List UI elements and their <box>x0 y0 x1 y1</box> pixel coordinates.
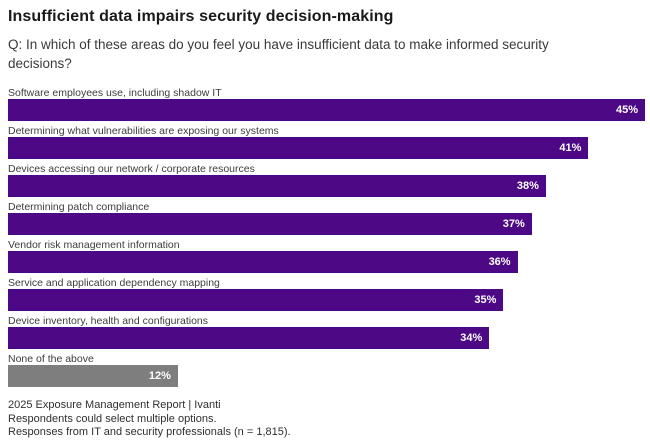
bar-value-label: 38% <box>516 180 539 192</box>
bar-category-label: Vendor risk management information <box>8 239 180 251</box>
bar-value-label: 34% <box>460 332 483 344</box>
bar: 41% <box>8 137 589 159</box>
chart-footer: 2025 Exposure Management Report | Ivanti… <box>8 399 644 440</box>
bar: 34% <box>8 327 490 349</box>
bar-category-label: Determining what vulnerabilities are exp… <box>8 125 279 137</box>
chart-row: Device inventory, health and configurati… <box>8 316 645 349</box>
footer-note-multiple-options: Respondents could select multiple option… <box>8 412 217 425</box>
bar-category-label: Device inventory, health and configurati… <box>8 315 209 327</box>
bar-value-label: 41% <box>559 142 582 154</box>
bar-category-label: Devices accessing our network / corporat… <box>8 163 255 175</box>
footer-note-sample-size: Responses from IT and security professio… <box>8 426 291 438</box>
bar: 38% <box>8 175 546 197</box>
bar-value-label: 12% <box>148 370 171 382</box>
bar-category-label: Determining patch compliance <box>8 201 150 213</box>
bar: 35% <box>8 289 504 311</box>
bar-value-label: 36% <box>488 256 511 268</box>
chart-row: Determining patch compliance 37% <box>8 202 645 235</box>
bar: 36% <box>8 251 518 273</box>
bar: 37% <box>8 213 532 235</box>
chart-question: Q: In which of these areas do you feel y… <box>8 37 549 71</box>
bar-value-label: 35% <box>474 294 497 306</box>
horizontal-bar-chart: Software employees use, including shadow… <box>8 88 645 387</box>
bar-value-label: 45% <box>615 104 638 116</box>
chart-row: Devices accessing our network / corporat… <box>8 164 645 197</box>
chart-row: Vendor risk management information 36% <box>8 240 645 273</box>
chart-row: None of the above 12% <box>8 354 645 387</box>
bar-category-label: Software employees use, including shadow… <box>8 87 222 99</box>
chart-title: Insufficient data impairs security decis… <box>8 8 394 25</box>
footer-source-line: 2025 Exposure Management Report | Ivanti <box>8 399 221 411</box>
bar-category-label: Service and application dependency mappi… <box>8 277 220 289</box>
bar-value-label: 37% <box>502 218 525 230</box>
chart-row: Service and application dependency mappi… <box>8 278 645 311</box>
bar: 12% <box>8 365 178 387</box>
bar-category-label: None of the above <box>8 353 94 365</box>
chart-row: Determining what vulnerabilities are exp… <box>8 126 645 159</box>
bar: 45% <box>8 99 645 121</box>
chart-row: Software employees use, including shadow… <box>8 88 645 121</box>
